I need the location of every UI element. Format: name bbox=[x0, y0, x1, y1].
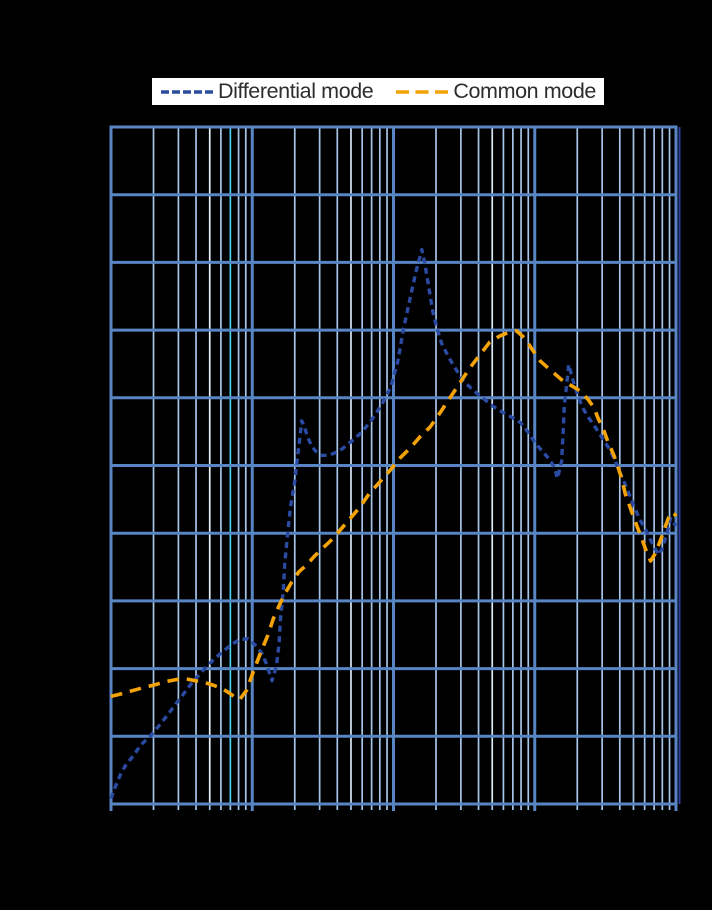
legend-label-common: Common mode bbox=[453, 78, 596, 103]
chart-legend: Differential mode Common mode bbox=[152, 78, 604, 105]
legend-label-differential: Differential mode bbox=[218, 78, 374, 103]
differential-mode-dash-icon bbox=[161, 89, 214, 94]
common-mode-curve bbox=[110, 329, 678, 702]
common-mode-dash-icon bbox=[396, 89, 449, 94]
legend-item-differential: Differential mode bbox=[160, 78, 374, 103]
legend-item-common: Common mode bbox=[395, 78, 596, 103]
differential-mode-curve bbox=[109, 247, 678, 800]
